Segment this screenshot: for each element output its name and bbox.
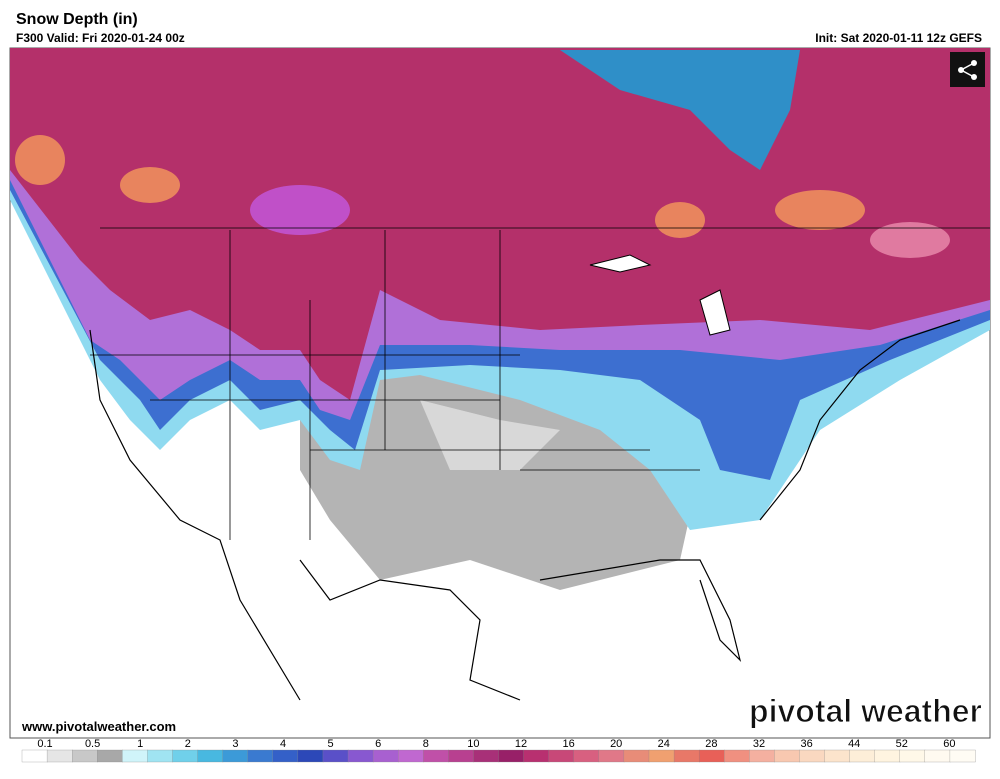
colorbar-cell (247, 749, 274, 763)
colorbar-label: 6 (375, 738, 381, 750)
colorbar-cell (849, 749, 876, 763)
shade-orange (655, 202, 705, 238)
colorbar-label: 20 (610, 738, 622, 750)
colorbar-label: 0.1 (37, 738, 52, 750)
colorbar-cell (398, 749, 424, 763)
colorbar-cell (46, 749, 73, 763)
colorbar-cell (122, 749, 149, 763)
borders (90, 227, 990, 540)
colorbar-cell (724, 749, 750, 763)
shade-orange (120, 167, 180, 203)
shade-lightgray (420, 400, 560, 470)
coastline (89, 319, 961, 701)
colorbar-cell (799, 749, 826, 763)
colorbar-label: 5 (328, 738, 334, 750)
colorbar-label: 44 (848, 738, 860, 750)
colorbar-cell (874, 749, 901, 763)
colorbar-cell (899, 749, 926, 763)
colorbar-label: 24 (658, 738, 670, 750)
colorbar-cell (924, 749, 951, 763)
shade-orange (775, 190, 865, 230)
colorbar-cell (197, 749, 224, 763)
colorbar-cell (347, 749, 374, 763)
colorbar-cell (548, 749, 575, 763)
colorbar-cell (473, 749, 500, 763)
colorbar-cell (498, 749, 525, 763)
colorbar-label: 2 (185, 738, 191, 750)
colorbar-cell (21, 749, 48, 763)
colorbar-cell (72, 749, 98, 763)
colorbar-cell (297, 749, 324, 763)
colorbar-label: 1 (137, 738, 143, 750)
colorbar-cell (949, 749, 976, 763)
colorbar-cell (272, 749, 299, 763)
colorbar-cell (648, 749, 675, 763)
share-icon (960, 62, 975, 78)
shade-hudson (560, 50, 800, 170)
share-button[interactable] (950, 52, 985, 87)
shade-pink (870, 222, 950, 258)
colorbar-cell (749, 749, 776, 763)
colorbar-label: 16 (562, 738, 574, 750)
colorbar-label: 8 (423, 738, 429, 750)
shade-orange (15, 135, 65, 185)
colorbar-cell (97, 749, 123, 763)
colorbar-label: 0.5 (85, 738, 100, 750)
colorbar-label: 10 (467, 738, 479, 750)
colorbar-cell (824, 749, 851, 763)
title: Snow Depth (in) (16, 11, 138, 28)
colorbar-cell (598, 749, 625, 763)
colorbar-label: 32 (753, 738, 765, 750)
colorbar-cell (774, 749, 801, 763)
brand: pivotal weather (749, 693, 982, 729)
colorbar-label: 52 (896, 738, 908, 750)
colorbar-label: 3 (232, 738, 238, 750)
website: www.pivotalweather.com (21, 719, 176, 734)
colorbar-cell (673, 749, 700, 763)
colorbar-cell (172, 749, 199, 763)
colorbar-label: 28 (705, 738, 717, 750)
legend: 0.1 0.5 1 2 3 4 5 6 8 10 12 16 20 24 28 32 36 44 52 60 (21, 738, 976, 763)
init-time: Init: Sat 2020-01-11 12z GEFS (815, 31, 982, 45)
map: pivotal weather (9, 47, 991, 739)
colorbar-cell (448, 749, 475, 763)
shade-violet (250, 185, 350, 235)
colorbar-label: 4 (280, 738, 286, 750)
colorbar-cell (372, 749, 399, 763)
colorbar-label: 36 (800, 738, 812, 750)
colorbar-label: 60 (943, 738, 955, 750)
colorbar-cell (698, 749, 725, 763)
colorbar-cell (573, 749, 600, 763)
colorbar-cell (322, 749, 349, 763)
colorbar-cell (523, 749, 550, 763)
colorbar-cell (623, 749, 650, 763)
colorbar-cell (423, 749, 449, 763)
colorbar-cell (222, 749, 249, 763)
valid-time: F300 Valid: Fri 2020-01-24 00z (16, 31, 185, 45)
great-lakes (589, 254, 731, 336)
colorbar-cell (147, 749, 174, 763)
colorbar-label: 12 (515, 738, 527, 750)
